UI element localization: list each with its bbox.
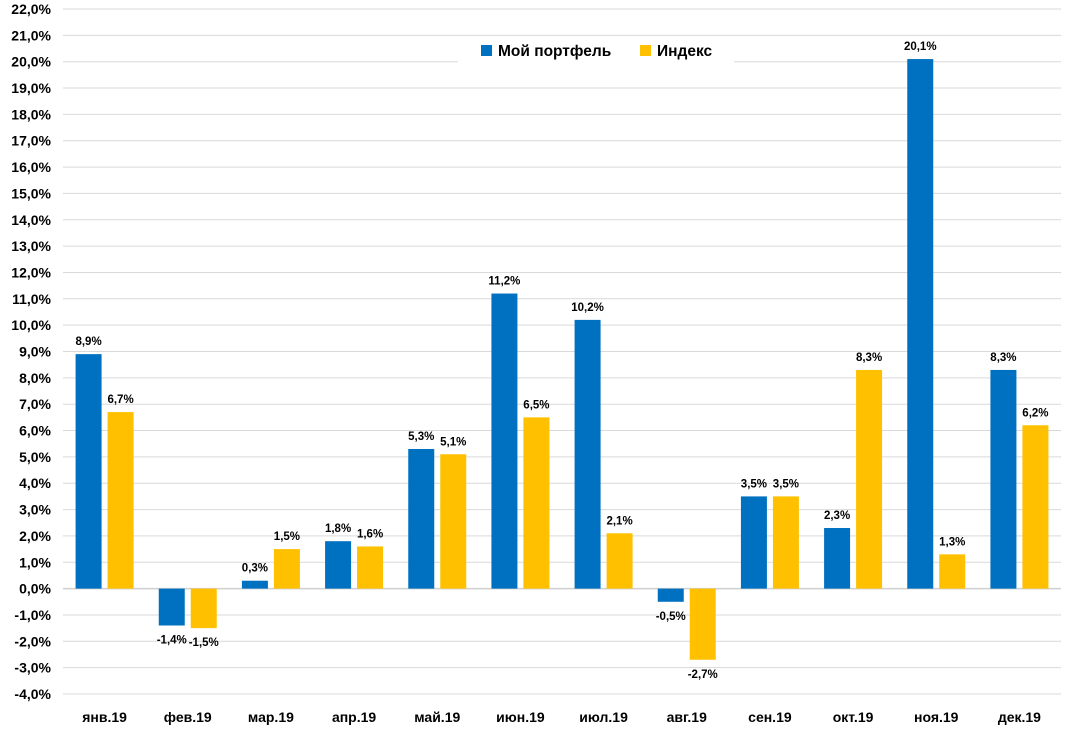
y-tick-label: 9,0% <box>19 344 51 360</box>
y-tick-label: 22,0% <box>11 1 51 17</box>
bar-index <box>689 588 716 660</box>
y-tick-label: 5,0% <box>19 449 51 465</box>
bars <box>75 59 1049 660</box>
gridlines <box>63 8 1061 695</box>
data-label: 1,6% <box>357 528 383 540</box>
x-tick-label: фев.19 <box>164 709 212 725</box>
data-label: 20,1% <box>904 41 937 53</box>
x-tick-label: янв.19 <box>82 709 127 725</box>
data-label: 2,3% <box>824 510 850 522</box>
bar-index <box>856 369 883 589</box>
data-label: 11,2% <box>488 276 520 288</box>
y-tick-label: 20,0% <box>11 54 51 70</box>
bar-index <box>606 533 633 589</box>
y-tick-label: 16,0% <box>11 159 51 175</box>
bar-index <box>357 546 384 589</box>
x-tick-label: апр.19 <box>332 709 376 725</box>
data-label: -0,5% <box>656 611 686 623</box>
data-label: 1,3% <box>939 536 965 548</box>
bar-my-portfolio <box>657 588 684 602</box>
y-tick-label: 8,0% <box>19 370 51 386</box>
data-label: 3,5% <box>741 478 767 490</box>
x-tick-label: дек.19 <box>998 709 1041 725</box>
legend-swatch-index <box>640 45 651 56</box>
y-tick-label: 13,0% <box>11 238 51 254</box>
data-label: 8,9% <box>75 336 101 348</box>
y-tick-label: 12,0% <box>11 264 51 280</box>
bar-my-portfolio <box>990 369 1017 589</box>
y-tick-label: 11,0% <box>12 291 51 307</box>
data-label: 6,2% <box>1022 407 1048 419</box>
data-label: -2,7% <box>688 669 718 681</box>
x-tick-label: июн.19 <box>496 709 545 725</box>
legend-label-my-portfolio: Мой портфель <box>498 43 611 60</box>
legend-background <box>458 36 734 66</box>
data-label: 0,3% <box>242 563 268 575</box>
y-tick-label: -3,0% <box>14 660 51 676</box>
x-tick-label: авг.19 <box>667 709 707 725</box>
data-label: -1,5% <box>189 637 219 649</box>
data-label: 5,3% <box>408 431 434 443</box>
data-label: 1,5% <box>274 531 300 543</box>
data-label: 6,5% <box>523 399 549 411</box>
bar-index <box>1022 425 1049 589</box>
y-tick-label: -2,0% <box>14 633 51 649</box>
x-tick-label: июл.19 <box>579 709 628 725</box>
bar-index <box>772 496 799 589</box>
data-label: 6,7% <box>107 394 133 406</box>
y-axis-tick-labels: 22,0% 21,0% 20,0% 19,0% 18,0% 17,0% 16,0% 15,0%… <box>11 1 51 702</box>
y-tick-label: 10,0% <box>11 317 51 333</box>
bar-index <box>190 588 217 629</box>
data-label: 1,8% <box>325 523 351 535</box>
y-tick-label: 18,0% <box>11 106 51 122</box>
y-tick-label: 7,0% <box>19 396 51 412</box>
x-tick-label: мар.19 <box>248 709 294 725</box>
y-tick-label: -4,0% <box>14 686 51 702</box>
y-tick-label: 19,0% <box>11 80 51 96</box>
y-tick-label: 14,0% <box>11 212 51 228</box>
x-tick-label: сен.19 <box>748 709 792 725</box>
data-label: 5,1% <box>440 436 466 448</box>
data-label: 8,3% <box>990 352 1016 364</box>
x-axis-tick-labels: янв.19 фев.19 мар.19 апр.19 май.19 июн.19 июл.… <box>82 709 1041 725</box>
y-tick-label: 6,0% <box>19 423 51 439</box>
bar-index <box>523 417 550 589</box>
bar-my-portfolio <box>740 496 767 589</box>
data-label: 3,5% <box>773 478 799 490</box>
y-tick-label: 2,0% <box>19 528 51 544</box>
bar-index <box>440 454 467 589</box>
bar-my-portfolio <box>241 580 268 589</box>
bar-my-portfolio <box>491 293 518 589</box>
bar-my-portfolio <box>574 319 601 589</box>
data-label: 10,2% <box>571 302 604 314</box>
bar-my-portfolio <box>907 59 934 589</box>
data-label: -1,4% <box>157 635 187 647</box>
bar-my-portfolio <box>158 588 185 626</box>
bar-my-portfolio <box>75 354 102 589</box>
legend-swatch-my-portfolio <box>481 45 492 56</box>
bar-index <box>107 412 134 589</box>
y-tick-label: 17,0% <box>11 133 51 149</box>
y-tick-label: 4,0% <box>19 475 51 491</box>
x-tick-label: окт.19 <box>833 709 874 725</box>
y-tick-label: -1,0% <box>14 607 51 623</box>
y-tick-label: 1,0% <box>19 554 51 570</box>
bar-my-portfolio <box>408 448 435 589</box>
legend: Мой портфель Индекс <box>458 36 734 66</box>
data-label: 2,1% <box>606 515 632 527</box>
data-labels: 8,9% 6,7% -1,4% -1,5% 0,3% 1,5% 1,8% 1,6% 5,3% 5,… <box>75 41 1048 681</box>
y-tick-label: 3,0% <box>19 502 51 518</box>
data-label: 8,3% <box>856 352 882 364</box>
bar-index <box>939 554 966 589</box>
y-tick-label: 15,0% <box>11 185 51 201</box>
y-tick-label: 21,0% <box>11 27 51 43</box>
y-tick-label: 0,0% <box>19 581 51 597</box>
bar-my-portfolio <box>824 528 851 589</box>
x-tick-label: май.19 <box>414 709 460 725</box>
bar-my-portfolio <box>325 541 352 589</box>
legend-label-index: Индекс <box>657 43 713 60</box>
bar-index <box>273 549 300 589</box>
x-tick-label: ноя.19 <box>914 709 959 725</box>
